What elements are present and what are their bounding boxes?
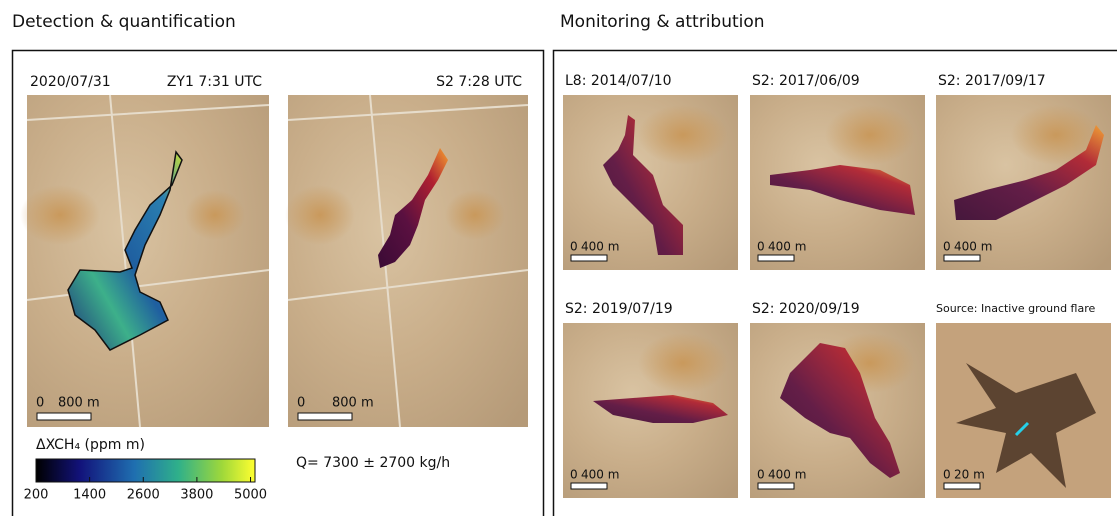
- scale-label: 400 m: [581, 240, 619, 254]
- scale-label: 0: [570, 240, 578, 254]
- dune: [638, 333, 728, 393]
- figure: Detection & quantification Monitoring & …: [0, 0, 1117, 516]
- colorbar-tick-label: 3800: [180, 488, 213, 503]
- panel-label: S2: 2020/09/19: [752, 301, 860, 317]
- panel-label: ZY1 7:31 UTC: [167, 74, 262, 90]
- section-title: Monitoring & attribution: [560, 12, 765, 32]
- scale-bar: [571, 483, 607, 489]
- scale-label: 400 m: [768, 468, 806, 482]
- scale-label: 400 m: [581, 468, 619, 482]
- scale-label: 0: [757, 240, 765, 254]
- scale-label: 0: [943, 468, 951, 482]
- panel-label: 2020/07/31: [30, 74, 111, 90]
- scale-label: 0: [943, 240, 951, 254]
- scale-bar: [944, 483, 980, 489]
- scale-bar: [758, 483, 794, 489]
- panel-label: S2 7:28 UTC: [436, 74, 522, 90]
- emission-rate: Q= 7300 ± 2700 kg/h: [296, 455, 450, 471]
- scale-bar: [571, 255, 607, 261]
- scale-label: 800 m: [58, 396, 100, 411]
- panel-label: S2: 2017/09/17: [938, 73, 1046, 89]
- panel-label: Source: Inactive ground flare: [936, 302, 1095, 315]
- scale-label: 0: [297, 396, 305, 411]
- colorbar-label: ΔXCH₄ (ppm m): [36, 437, 145, 453]
- section-title: Detection & quantification: [12, 12, 236, 32]
- satellite-image: S2 7:28 UTC 0 800 m: [285, 74, 528, 427]
- colorbar: [36, 459, 255, 482]
- panel-label: S2: 2017/06/09: [752, 73, 860, 89]
- scale-label: 400 m: [768, 240, 806, 254]
- scale-label: 20 m: [954, 468, 985, 482]
- dune: [638, 105, 728, 165]
- scale-label: 0: [757, 468, 765, 482]
- scale-bar: [758, 255, 794, 261]
- panel-label: L8: 2014/07/10: [565, 73, 672, 89]
- satellite-image: 2020/07/31 ZY1 7:31 UTC 0 800 m: [20, 74, 269, 427]
- scale-label: 800 m: [332, 396, 374, 411]
- scale-bar: [944, 255, 980, 261]
- colorbar-tick-label: 1400: [73, 488, 106, 503]
- panel-label: S2: 2019/07/19: [565, 301, 673, 317]
- colorbar-tick-label: 2600: [127, 488, 160, 503]
- dune: [825, 105, 915, 165]
- scale-label: 400 m: [954, 240, 992, 254]
- colorbar-tick-label: 200: [24, 488, 49, 503]
- colorbar-tick-label: 5000: [234, 488, 267, 503]
- scale-label: 0: [36, 396, 44, 411]
- scale-label: 0: [570, 468, 578, 482]
